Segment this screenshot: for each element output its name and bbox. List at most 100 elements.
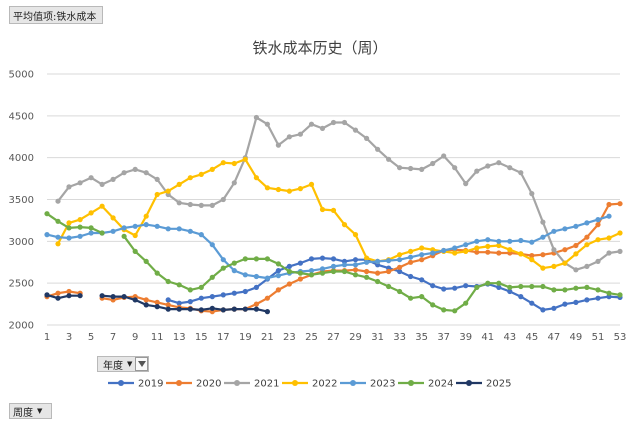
- data-point: [386, 283, 392, 290]
- x-tick-label: 45: [525, 332, 538, 343]
- data-point: [485, 249, 491, 255]
- pivot-value-field-button[interactable]: 平均值项:铁水成本: [9, 6, 103, 24]
- data-point: [55, 290, 61, 296]
- series-2024: [44, 211, 623, 314]
- data-point: [187, 299, 193, 305]
- legend-item-2025[interactable]: 2025: [456, 379, 511, 390]
- x-tick-label: 1: [44, 332, 50, 343]
- chart-title: 铁水成本历史（周）: [252, 39, 387, 57]
- data-point: [275, 268, 281, 274]
- data-point: [397, 257, 403, 263]
- data-point: [308, 121, 315, 127]
- data-point: [110, 294, 116, 300]
- series-line: [46, 212, 103, 234]
- series-field-button[interactable]: 年度 ▼: [97, 356, 149, 372]
- data-point: [474, 245, 480, 251]
- data-point: [176, 226, 182, 232]
- legend-item-2021[interactable]: 2021: [224, 379, 279, 390]
- data-point: [452, 308, 458, 314]
- data-point: [518, 251, 524, 257]
- data-point: [540, 219, 546, 225]
- data-point: [66, 293, 72, 299]
- data-point: [198, 171, 204, 177]
- legend-item-2022[interactable]: 2022: [282, 379, 337, 390]
- data-point: [441, 286, 447, 292]
- data-point: [573, 223, 579, 229]
- data-point: [452, 250, 458, 256]
- data-point: [220, 307, 226, 313]
- value-field-label: 平均值项:铁水成本: [13, 11, 97, 23]
- x-tick-label: 13: [173, 332, 186, 343]
- x-tick-label: 17: [217, 332, 230, 343]
- data-point: [352, 257, 359, 263]
- data-point: [121, 225, 127, 231]
- data-point: [319, 255, 326, 261]
- legend-label: 2024: [428, 379, 453, 390]
- data-point: [474, 168, 480, 174]
- data-point: [430, 302, 436, 308]
- data-point: [540, 234, 546, 240]
- data-point: [44, 232, 50, 238]
- data-point: [66, 184, 72, 190]
- series-2025: [44, 292, 270, 315]
- data-point: [132, 223, 138, 229]
- data-point: [595, 287, 601, 293]
- series-line: [102, 294, 268, 313]
- chevron-down-icon: ▼: [37, 407, 43, 415]
- data-point: [617, 230, 623, 236]
- x-tick-label: 37: [437, 332, 450, 343]
- data-point: [209, 305, 215, 311]
- data-point: [77, 180, 83, 186]
- legend-item-2024[interactable]: 2024: [398, 379, 453, 390]
- data-point: [352, 127, 359, 133]
- data-point: [341, 119, 348, 126]
- data-point: [220, 257, 226, 263]
- x-tick-label: 29: [349, 332, 362, 343]
- series-2021: [55, 114, 623, 273]
- data-point: [99, 230, 105, 236]
- data-point: [121, 294, 127, 300]
- axis-field-button[interactable]: 周度 ▼: [9, 403, 52, 419]
- data-point: [419, 166, 425, 172]
- data-point: [99, 203, 105, 209]
- data-point: [132, 248, 138, 254]
- data-point: [319, 266, 326, 272]
- data-point: [518, 237, 524, 244]
- data-point: [463, 248, 469, 254]
- legend-item-2023[interactable]: 2023: [340, 379, 395, 390]
- data-point: [187, 287, 193, 293]
- x-tick-label: 15: [195, 332, 208, 343]
- data-point: [364, 135, 370, 141]
- x-axis: 1 3 5 7 9 11 13 15 17 19 21 23 25 27 29 31 33 35 37 39 41 43 4…: [44, 332, 627, 343]
- data-point: [540, 265, 546, 271]
- filter-icon[interactable]: [135, 357, 148, 371]
- data-point: [562, 287, 568, 293]
- data-point: [231, 290, 237, 296]
- legend-marker: [350, 380, 356, 386]
- data-point: [198, 295, 204, 301]
- legend-item-2020[interactable]: 2020: [166, 379, 221, 390]
- data-point: [352, 272, 359, 278]
- data-point: [540, 307, 546, 313]
- data-point: [452, 245, 458, 251]
- data-point: [551, 305, 557, 311]
- x-tick-label: 11: [151, 332, 164, 343]
- data-point: [463, 283, 469, 289]
- data-point: [154, 299, 160, 305]
- data-point: [419, 245, 425, 251]
- data-point: [55, 241, 61, 247]
- y-tick-label: 3500: [9, 195, 34, 206]
- data-point: [441, 153, 447, 159]
- data-point: [573, 267, 579, 273]
- data-point: [264, 295, 270, 301]
- data-point: [99, 293, 105, 299]
- x-tick-label: 49: [570, 332, 583, 343]
- x-tick-label: 51: [592, 332, 605, 343]
- data-point: [242, 156, 248, 162]
- chart-legend: 2019 2020 2021 2022 2023 2024 2025: [108, 379, 511, 390]
- data-point: [584, 242, 590, 248]
- data-point: [364, 274, 370, 280]
- legend-item-2019[interactable]: 2019: [108, 379, 163, 390]
- data-point: [606, 290, 612, 296]
- data-point: [209, 202, 215, 208]
